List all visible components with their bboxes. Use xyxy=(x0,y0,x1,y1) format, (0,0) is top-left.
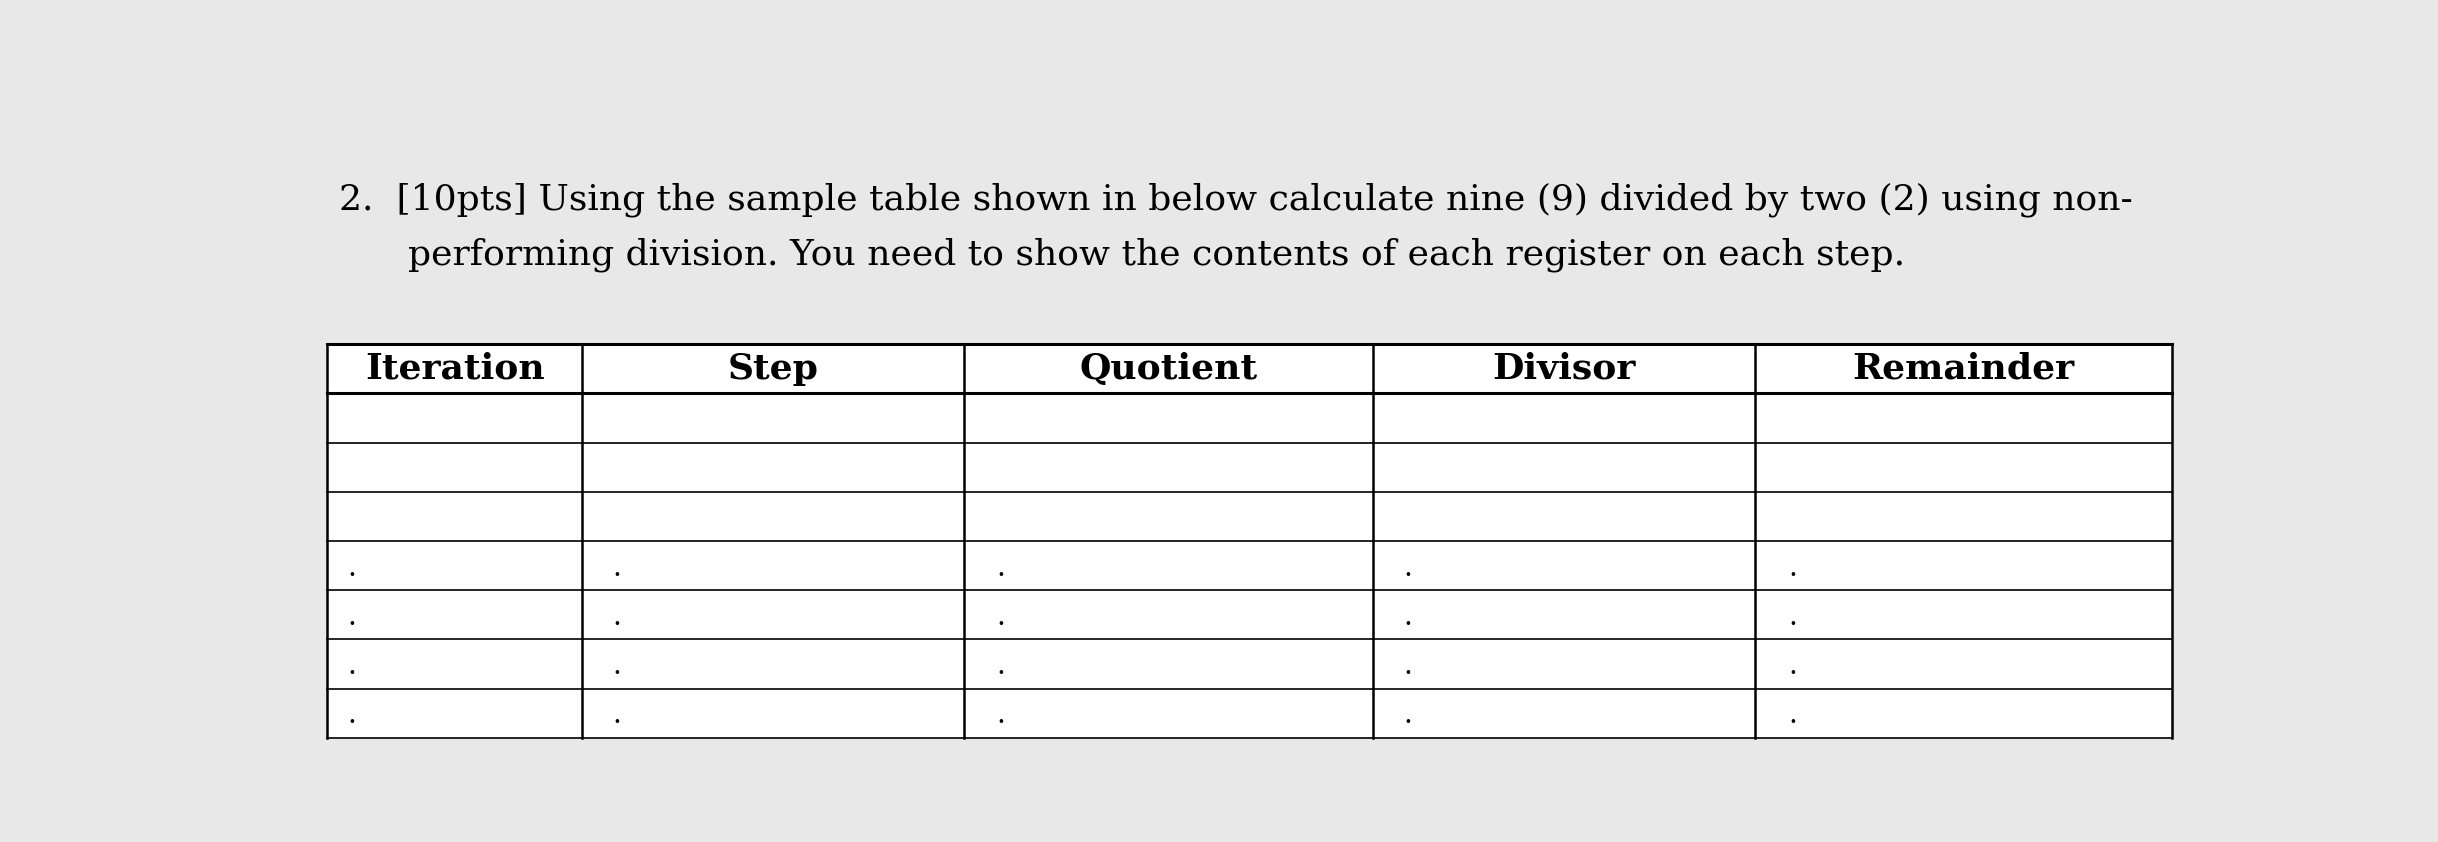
Text: ·: · xyxy=(1787,612,1797,639)
Text: Iteration: Iteration xyxy=(366,352,544,386)
Text: ·: · xyxy=(349,612,356,639)
Text: 2.  [10pts] Using the sample table shown in below calculate nine (9) divided by : 2. [10pts] Using the sample table shown … xyxy=(339,182,2133,216)
Text: ·: · xyxy=(1404,612,1412,639)
Text: ·: · xyxy=(997,661,1004,688)
Text: ·: · xyxy=(349,661,356,688)
Text: ·: · xyxy=(612,562,622,590)
Text: Divisor: Divisor xyxy=(1492,352,1636,386)
Text: performing division. You need to show the contents of each register on each step: performing division. You need to show th… xyxy=(339,237,1904,272)
Text: ·: · xyxy=(612,711,622,738)
Text: ·: · xyxy=(997,612,1004,639)
Text: Remainder: Remainder xyxy=(1853,352,2075,386)
Text: Quotient: Quotient xyxy=(1080,352,1258,386)
Text: ·: · xyxy=(349,562,356,590)
Text: Step: Step xyxy=(727,352,819,386)
Text: ·: · xyxy=(1787,661,1797,688)
Text: ·: · xyxy=(1404,711,1412,738)
Text: ·: · xyxy=(612,612,622,639)
Text: ·: · xyxy=(1787,562,1797,590)
Text: ·: · xyxy=(612,661,622,688)
Text: ·: · xyxy=(1404,661,1412,688)
Text: ·: · xyxy=(349,711,356,738)
Text: ·: · xyxy=(1404,562,1412,590)
Text: ·: · xyxy=(997,711,1004,738)
Text: ·: · xyxy=(1787,711,1797,738)
Text: ·: · xyxy=(997,562,1004,590)
